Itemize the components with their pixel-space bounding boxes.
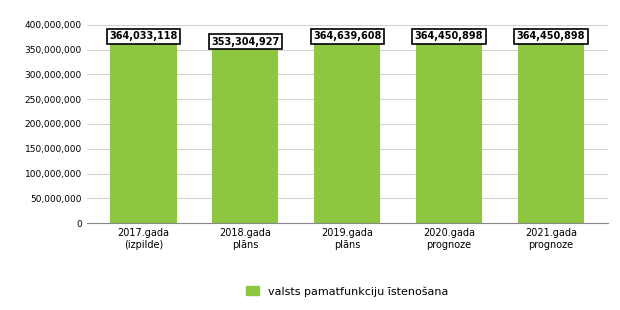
Bar (212, 48, 278, 223)
Text: 364,033,118: 364,033,118 (109, 31, 178, 42)
Text: 364,450,898: 364,450,898 (415, 31, 483, 41)
Bar (110, 43, 177, 223)
Bar (314, 42, 380, 223)
Text: 364,450,898: 364,450,898 (516, 31, 585, 41)
Bar (416, 42, 482, 223)
Text: 353,304,927: 353,304,927 (211, 37, 280, 47)
Text: 364,639,608: 364,639,608 (313, 31, 381, 41)
Legend: valsts pamatfunkciju īstenošana: valsts pamatfunkciju īstenošana (241, 281, 453, 301)
Bar (518, 42, 584, 223)
